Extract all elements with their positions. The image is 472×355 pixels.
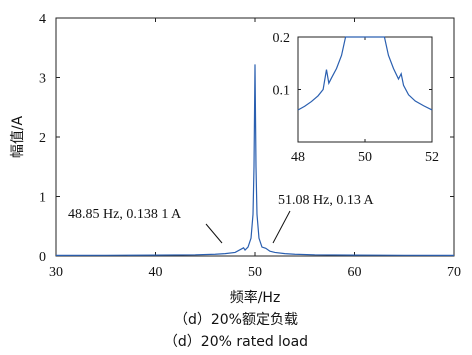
y-tick-label: 0.2: [273, 31, 291, 46]
annotation-right: 51.08 Hz, 0.13 A: [278, 193, 375, 208]
y-tick-label: 3: [39, 72, 46, 87]
x-tick-label: 60: [348, 265, 362, 280]
main-tick-labels: 30 40 50 60 70 0 1 2 3 4: [39, 12, 461, 280]
caption-chinese: （d）20%额定负载: [174, 312, 298, 328]
y-tick-label: 4: [39, 12, 46, 27]
x-tick-label: 48: [291, 150, 305, 165]
inset-series-line: [297, 36, 433, 111]
annotation-left-leader: [205, 223, 223, 244]
x-tick-label: 70: [447, 265, 461, 280]
x-tick-label: 50: [248, 265, 262, 280]
y-tick-label: 2: [39, 131, 46, 146]
y-tick-label: 0.1: [273, 84, 291, 99]
annotation-left: 48.85 Hz, 0.138 1 A: [68, 207, 182, 222]
x-tick-label: 30: [49, 265, 63, 280]
caption-english: （d）20% rated load: [164, 334, 308, 350]
main-series-line: [55, 64, 455, 257]
x-tick-label: 50: [358, 150, 372, 165]
x-tick-label: 52: [425, 150, 439, 165]
x-tick-label: 40: [149, 265, 163, 280]
y-tick-label: 0: [39, 250, 46, 265]
y-tick-label: 1: [39, 191, 46, 206]
x-axis-label: 频率/Hz: [230, 289, 281, 306]
inset-plot-frame: [297, 36, 433, 143]
annotation-right-leader: [272, 210, 291, 244]
inset-tick-labels: 48 50 52 0.1 0.2: [273, 31, 440, 165]
inset-ticks: [297, 36, 433, 142]
y-axis-label: 幅值/A: [10, 115, 26, 158]
